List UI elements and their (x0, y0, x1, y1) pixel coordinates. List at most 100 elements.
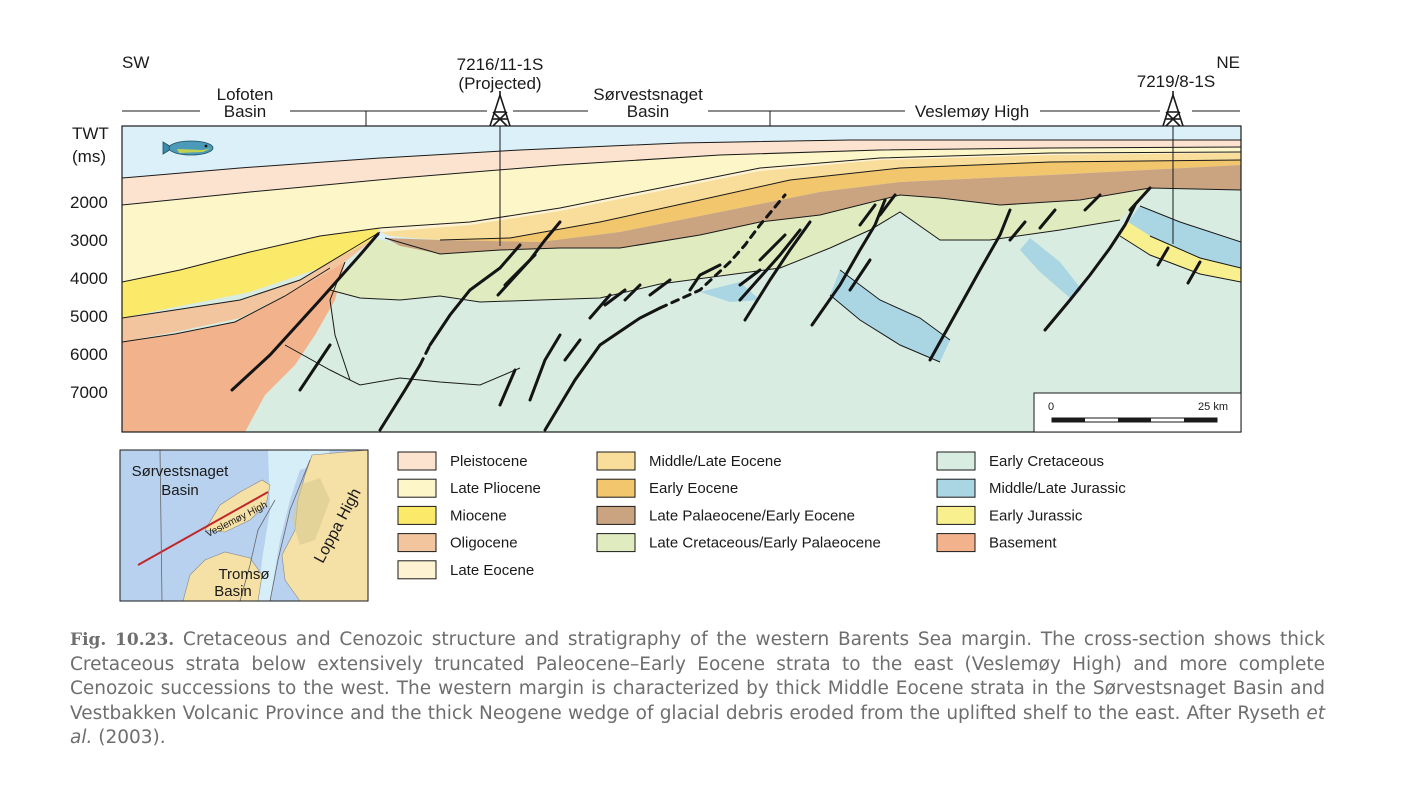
ne-label: NE (1216, 53, 1240, 72)
cross-section-figure: SW NE 7216/11-1S (Projected) 7219/8-1S L… (70, 53, 1242, 602)
legend-item: Miocene (397, 505, 507, 525)
well-lines (499, 126, 1174, 246)
map-sorvestsnaget-1: Sørvestsnaget (132, 463, 230, 480)
map-tromso-1: Tromsø (218, 566, 269, 583)
layer-middle-late-eocene (380, 152, 1241, 240)
veslemoy-high-label: Veslemøy High (915, 102, 1029, 121)
lofoten-basin-label-2: Basin (224, 102, 267, 121)
well-left-name: 7216/11-1S (457, 55, 544, 74)
layer-middle-late-jurassic-east (1128, 206, 1241, 268)
legend-label: Oligocene (450, 535, 518, 552)
section-line-red (137, 491, 269, 566)
cross-section (122, 126, 1241, 432)
legend-swatch (596, 478, 636, 498)
axis-tick-label: 4000 (70, 269, 108, 288)
figure-caption: Fig. 10.23. Cretaceous and Cenozoic stru… (70, 628, 1325, 751)
legend-swatch (397, 505, 437, 525)
legend-item: Late Eocene (397, 560, 534, 580)
legend-item: Middle/Late Jurassic (936, 478, 1126, 498)
legend-swatch (397, 451, 437, 471)
figure-number: Fig. 10.23. (70, 630, 175, 650)
map-land-tromso (182, 551, 263, 602)
caption-text: Cretaceous and Cenozoic structure and st… (70, 629, 1325, 724)
caption-et-al: et al. (70, 702, 1325, 749)
layer-early-jurassic (1120, 222, 1241, 282)
legend-item: Late Palaeocene/Early Eocene (596, 505, 855, 525)
layer-middle-late-jurassic-mid (1020, 238, 1082, 298)
legend-swatch (397, 478, 437, 498)
legend-swatch (397, 533, 437, 553)
legend-label: Late Pliocene (450, 480, 541, 497)
layer-pleistocene (122, 140, 1241, 205)
map-sorvestsnaget-2: Basin (161, 482, 199, 499)
legend-swatch (397, 560, 437, 580)
header-divider-lines (122, 110, 1240, 126)
fault-lines (230, 186, 1202, 432)
layer-basement (122, 262, 345, 432)
legend-item: Pleistocene (397, 451, 528, 471)
layer-middle-late-jurassic-west (700, 282, 760, 302)
legend-label: Late Palaeocene/Early Eocene (649, 507, 855, 524)
axis-title-ms: (ms) (72, 147, 106, 166)
legend-swatch (596, 451, 636, 471)
axis-tick-label: 3000 (70, 231, 108, 250)
caption-year: (2003). (92, 727, 166, 748)
layer-middle-late-jurassic (830, 270, 950, 362)
legend-label: Late Cretaceous/Early Palaeocene (649, 535, 881, 552)
axis-tick-label: 7000 (70, 383, 108, 402)
derrick-left-icon (489, 91, 511, 127)
map-tromso-2: Basin (214, 583, 252, 600)
legend-label: Early Jurassic (989, 507, 1083, 524)
legend-item: Early Jurassic (936, 505, 1083, 525)
map-loppa-shade (292, 478, 330, 545)
well-left-note: (Projected) (458, 74, 541, 93)
scale-bar: 0 25 km (1033, 392, 1242, 433)
layer-oligocene (122, 238, 375, 342)
legend-item: Early Cretaceous (936, 451, 1104, 471)
legend-label: Middle/Late Eocene (649, 453, 782, 470)
legend-item: Late Cretaceous/Early Palaeocene (596, 533, 881, 553)
legend-item: Basement (936, 533, 1057, 553)
legend-label: Pleistocene (450, 453, 528, 470)
legend-label: Basement (989, 535, 1057, 552)
axis-tick-label: 6000 (70, 345, 108, 364)
layer-late-eocene (380, 152, 1241, 232)
axis-tick-label: 2000 (70, 193, 108, 212)
scale-bar-25km: 25 km (1198, 401, 1228, 413)
legend-item: Early Eocene (596, 478, 738, 498)
layer-late-pliocene (122, 147, 1241, 282)
axis-title-twt: TWT (72, 124, 109, 143)
legend-label: Early Eocene (649, 480, 738, 497)
legend-item: Late Pliocene (397, 478, 541, 498)
legend-swatch (596, 505, 636, 525)
axis-tick-label: 5000 (70, 307, 108, 326)
lofoten-basin-label-1: Lofoten (217, 85, 274, 104)
legend-label: Late Eocene (450, 562, 534, 579)
layer-late-cretaceous-early-palaeocene (330, 188, 1150, 302)
legend-item: Middle/Late Eocene (596, 451, 782, 471)
layer-miocene (122, 228, 380, 318)
sorvestsnaget-basin-label-2: Basin (627, 102, 670, 121)
inset-map: Sørvestsnaget Basin Veslemøy High Loppa … (119, 449, 369, 602)
layer-early-eocene (440, 160, 1241, 242)
legend-label: Middle/Late Jurassic (989, 480, 1126, 497)
legend-swatch (936, 451, 976, 471)
sorvestsnaget-basin-label-1: Sørvestsnaget (593, 85, 703, 104)
legend-swatch (936, 505, 976, 525)
fish-icon (162, 140, 214, 156)
map-outlines (159, 449, 311, 602)
legend-label: Miocene (450, 507, 507, 524)
well-right-name: 7219/8-1S (1137, 72, 1215, 91)
legend-label: Early Cretaceous (989, 453, 1104, 470)
legend-swatch (596, 533, 636, 553)
sw-label: SW (122, 53, 149, 72)
legend-swatch (936, 478, 976, 498)
section-frame (121, 125, 1242, 433)
legend: Pleistocene Late Pliocene Miocene Oligocene… (397, 451, 1126, 580)
scale-bar-zero: 0 (1048, 401, 1054, 413)
legend-swatch (936, 533, 976, 553)
legend-item: Oligocene (397, 533, 518, 553)
twt-axis-ticks: 2000 3000 4000 5000 6000 7000 (70, 193, 108, 402)
map-shelf-ice (258, 450, 330, 601)
derrick-right-icon (1162, 91, 1184, 127)
